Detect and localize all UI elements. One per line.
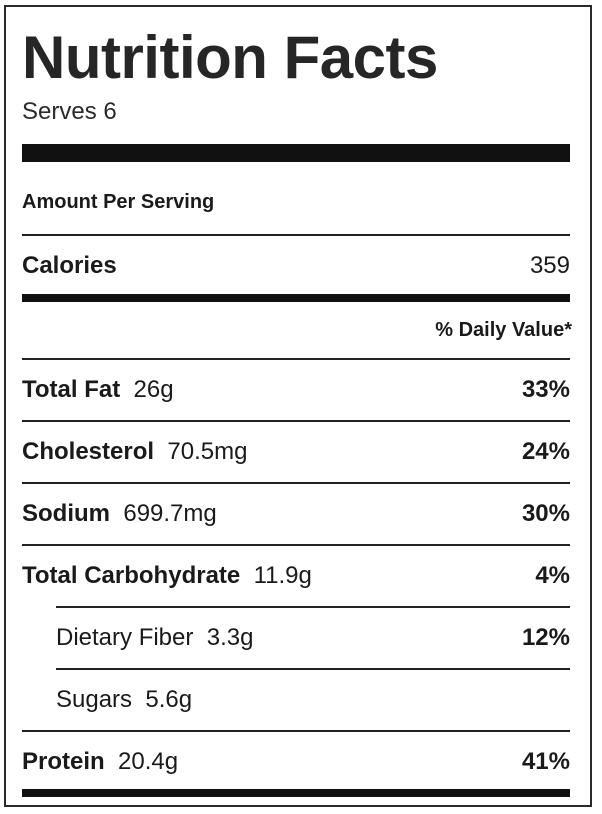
divider: [22, 358, 570, 360]
nutrition-label-frame: [4, 5, 592, 807]
divider: [22, 730, 570, 732]
nutrient-name: Sugars: [56, 686, 133, 713]
divider: [22, 420, 570, 422]
nutrient-row-total-fat: Total Fat 26g 33%: [22, 370, 570, 410]
nutrient-row-protein: Protein 20.4g 41%: [22, 742, 570, 782]
nutrient-row-sugars: Sugars 5.6g: [56, 680, 570, 720]
nutrient-amount: 26g: [126, 376, 174, 403]
nutrient-name: Dietary Fiber: [56, 624, 194, 651]
nutrient-name: Total Fat: [22, 376, 121, 403]
nutrient-daily-value: 4%: [535, 562, 570, 589]
nutrient-daily-value: 12%: [521, 624, 570, 651]
nutrient-amount: 5.6g: [138, 686, 193, 713]
nutrient-amount: 70.5mg: [160, 438, 248, 465]
nutrient-amount: 11.9g: [246, 562, 312, 589]
calories-value: 359: [529, 252, 570, 279]
divider: [22, 234, 570, 236]
nutrient-daily-value: 24%: [521, 438, 570, 465]
calories-row: Calories 359: [22, 246, 570, 286]
nutrient-row-total-carbohydrate: Total Carbohydrate 11.9g 4%: [22, 556, 570, 596]
calories-label: Calories: [22, 252, 117, 279]
nutrient-name: Cholesterol: [22, 438, 155, 465]
nutrient-row-sodium: Sodium 699.7mg 30%: [22, 494, 570, 534]
nutrient-row-cholesterol: Cholesterol 70.5mg 24%: [22, 432, 570, 472]
sub-divider: [56, 606, 570, 608]
nutrient-name: Protein: [22, 748, 105, 775]
nutrient-amount: 20.4g: [111, 748, 179, 775]
nutrient-daily-value: 30%: [521, 500, 570, 527]
nutrient-amount: 3.3g: [200, 624, 254, 651]
servings-text: Serves 6: [22, 98, 117, 125]
thick-divider: [22, 144, 570, 162]
divider: [22, 482, 570, 484]
bottom-divider: [22, 789, 570, 797]
nutrient-daily-value: 33%: [521, 376, 570, 403]
nutrient-name: Total Carbohydrate: [22, 562, 241, 589]
nutrient-daily-value: 41%: [521, 748, 570, 775]
nutrient-row-dietary-fiber: Dietary Fiber 3.3g 12%: [56, 618, 570, 658]
amount-per-serving-heading: Amount Per Serving: [22, 191, 215, 213]
nutrient-name: Sodium: [22, 500, 110, 527]
divider: [22, 544, 570, 546]
nutrient-amount: 699.7mg: [116, 500, 217, 527]
label-title: Nutrition Facts: [22, 24, 438, 91]
sub-divider: [56, 668, 570, 670]
daily-value-header: % Daily Value*: [435, 319, 572, 341]
medium-divider: [22, 294, 570, 302]
